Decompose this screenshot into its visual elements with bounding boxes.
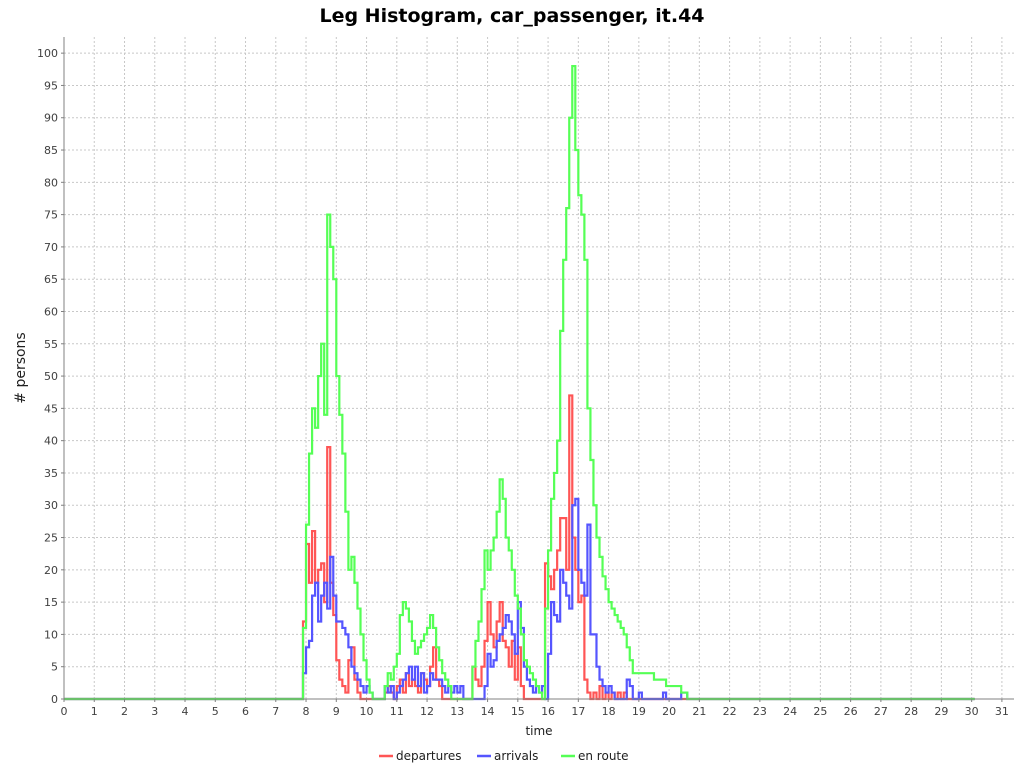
y-axis-label: # persons	[13, 332, 29, 403]
x-tick-label: 2	[121, 705, 128, 718]
y-tick-label: 90	[44, 112, 58, 125]
y-tick-label: 55	[44, 338, 58, 351]
x-tick-label: 18	[602, 705, 616, 718]
x-axis-label: time	[525, 724, 552, 738]
y-tick-label: 10	[44, 628, 58, 641]
y-tick-label: 50	[44, 370, 58, 383]
x-tick-label: 23	[753, 705, 767, 718]
x-tick-label: 27	[874, 705, 888, 718]
series-layer	[64, 64, 975, 701]
x-tick-label: 21	[692, 705, 706, 718]
series-line-arrivals	[64, 497, 975, 701]
x-tick-label: 14	[481, 705, 495, 718]
x-tick-label: 22	[723, 705, 737, 718]
x-tick-label: 7	[272, 705, 279, 718]
y-tick-label: 20	[44, 564, 58, 577]
x-tick-label: 12	[420, 705, 434, 718]
x-tick-label: 5	[212, 705, 219, 718]
plot-area	[64, 37, 1014, 699]
x-tick-label: 11	[390, 705, 404, 718]
y-tick-label: 5	[51, 661, 58, 674]
x-tick-label: 15	[511, 705, 525, 718]
y-tick-label: 45	[44, 402, 58, 415]
y-tick-label: 40	[44, 435, 58, 448]
y-tick-label: 100	[37, 47, 58, 60]
x-tick-label: 29	[934, 705, 948, 718]
x-tick-label: 26	[844, 705, 858, 718]
series-line-departures	[64, 394, 975, 701]
y-tick-label: 60	[44, 305, 58, 318]
x-tick-label: 4	[182, 705, 189, 718]
axes	[63, 37, 1014, 700]
legend-label-arrivals: arrivals	[494, 749, 538, 763]
y-tick-label: 15	[44, 596, 58, 609]
legend-label-en-route: en route	[578, 749, 629, 763]
x-tick-label: 31	[995, 705, 1009, 718]
y-tick-label: 85	[44, 144, 58, 157]
legend: departures arrivals en route	[379, 749, 629, 763]
legend-label-departures: departures	[396, 749, 462, 763]
chart-title: Leg Histogram, car_passenger, it.44	[319, 5, 704, 27]
y-tick-label: 0	[51, 693, 58, 706]
y-tick-label: 30	[44, 499, 58, 512]
x-tick-label: 17	[571, 705, 585, 718]
x-tick-label: 30	[965, 705, 979, 718]
y-tick-label: 95	[44, 79, 58, 92]
x-tick-label: 16	[541, 705, 555, 718]
x-tick-label: 0	[61, 705, 68, 718]
y-tick-labels: 0 5 10 15 20 25 30 35 40 45 50 55 60 65 70 75 80 85 90 95 10…	[37, 47, 64, 706]
x-tick-label: 1	[91, 705, 98, 718]
x-tick-label: 3	[151, 705, 158, 718]
series-line-en-route	[64, 64, 975, 701]
x-tick-label: 9	[333, 705, 340, 718]
y-tick-label: 25	[44, 532, 58, 545]
x-tick-label: 10	[360, 705, 374, 718]
x-tick-label: 8	[303, 705, 310, 718]
x-tick-label: 6	[242, 705, 249, 718]
y-tick-label: 75	[44, 209, 58, 222]
x-tick-label: 28	[904, 705, 918, 718]
x-tick-labels: 0 1 2 3 4 5 6 7 8 9 10 11 12 13 14 15 16 17 18 19 20 21 22 23 24…	[61, 699, 1009, 718]
y-tick-label: 65	[44, 273, 58, 286]
y-tick-label: 70	[44, 241, 58, 254]
x-tick-label: 19	[632, 705, 646, 718]
x-tick-label: 20	[662, 705, 676, 718]
x-tick-label: 24	[783, 705, 797, 718]
y-tick-label: 35	[44, 467, 58, 480]
x-tick-label: 25	[813, 705, 827, 718]
y-tick-label: 80	[44, 176, 58, 189]
x-tick-label: 13	[450, 705, 464, 718]
